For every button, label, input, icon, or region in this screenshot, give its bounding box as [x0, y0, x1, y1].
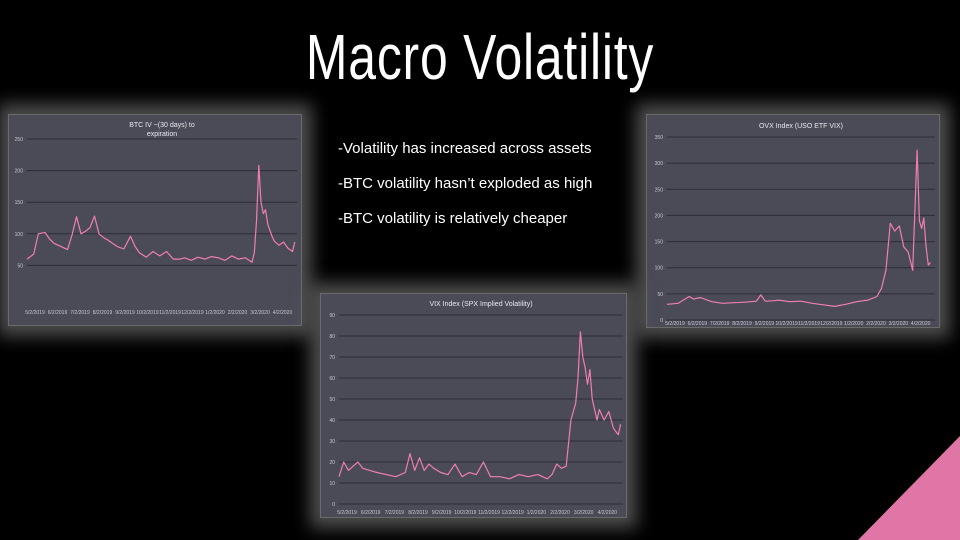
vix-index-chart-svg: VIX Index (SPX Implied Volatility) 0 10 20 3…: [329, 301, 623, 516]
series-line: [338, 331, 622, 480]
triangle-decoration-icon: [858, 436, 960, 540]
x-tick-label: 3/2/2020: [574, 510, 594, 516]
x-tick-label: 6/2/2019: [688, 321, 708, 327]
y-tick-label: 50: [17, 263, 23, 269]
x-tick-label: 1/2/2020: [844, 321, 864, 327]
vix-index-chart: VIX Index (SPX Implied Volatility) 0 10 20 3…: [320, 293, 627, 518]
x-tick-label: 6/2/2019: [48, 310, 68, 316]
x-tick-label: 7/2/2019: [385, 510, 405, 516]
y-tick-label: 100: [15, 232, 24, 238]
y-tick-label: 350: [655, 135, 664, 141]
chart-title: expiration: [147, 131, 177, 138]
x-tick-label: 2/2/2020: [866, 321, 886, 327]
x-tick-label: 12/2/2019: [820, 321, 842, 327]
x-tick-label: 12/2/2019: [181, 310, 203, 316]
chart-title: OVX Index (USO ETF VIX): [759, 123, 843, 130]
y-tick-label: 0: [332, 502, 335, 508]
y-tick-label: 150: [15, 200, 24, 206]
x-tick-label: 6/2/2019: [361, 510, 381, 516]
y-tick-label: 250: [655, 187, 664, 193]
x-tick-label: 2/2/2020: [550, 510, 570, 516]
x-tick-label: 10/2/2019: [136, 310, 158, 316]
x-tick-label: 8/2/2019: [408, 510, 428, 516]
x-tick-label: 10/2/2019: [776, 321, 798, 327]
x-tick-label: 11/2/2019: [159, 310, 181, 316]
x-tick-label: 3/2/2020: [889, 321, 909, 327]
y-tick-label: 300: [655, 161, 664, 167]
chart-title: BTC IV ~(30 days) to: [129, 122, 195, 129]
x-tick-label: 10/2/2019: [454, 510, 476, 516]
y-tick-label: 0: [660, 318, 663, 324]
y-tick-label: 90: [329, 313, 335, 319]
bullet-item: -Volatility has increased across assets: [338, 140, 592, 157]
y-tick-label: 20: [329, 460, 335, 466]
x-tick-label: 11/2/2019: [798, 321, 820, 327]
x-tick-label: 4/2/2020: [911, 321, 931, 327]
slide-title: Macro Volatility: [305, 21, 655, 93]
y-tick-label: 40: [329, 418, 335, 424]
y-tick-label: 80: [329, 334, 335, 340]
ovx-index-chart-svg: OVX Index (USO ETF VIX) 0 50 100 150 200 250 30…: [655, 123, 935, 327]
y-tick-label: 250: [15, 137, 24, 143]
bullet-item: -BTC volatility is relatively cheaper: [338, 210, 568, 227]
x-tick-label: 1/2/2020: [527, 510, 547, 516]
y-tick-label: 200: [655, 213, 664, 219]
x-tick-label: 1/2/2020: [205, 310, 225, 316]
y-tick-label: 10: [329, 481, 335, 487]
btc-iv-chart-svg: BTC IV ~(30 days) to expiration 50 100 150 20…: [15, 122, 297, 316]
ovx-index-chart: OVX Index (USO ETF VIX) 0 50 100 150 200 250 30…: [646, 114, 940, 328]
bullet-item: -BTC volatility hasn’t exploded as high: [338, 175, 593, 192]
x-tick-label: 5/2/2019: [665, 321, 685, 327]
y-tick-label: 70: [329, 355, 335, 361]
y-tick-label: 100: [655, 266, 664, 272]
x-tick-label: 11/2/2019: [478, 510, 500, 516]
y-tick-label: 50: [329, 397, 335, 403]
x-tick-label: 9/2/2019: [432, 510, 452, 516]
x-tick-label: 9/2/2019: [115, 310, 135, 316]
x-tick-label: 7/2/2019: [710, 321, 730, 327]
y-tick-label: 50: [657, 292, 663, 298]
series-line: [26, 164, 296, 263]
chart-title: VIX Index (SPX Implied Volatility): [429, 301, 532, 308]
x-tick-label: 4/2/2020: [598, 510, 618, 516]
y-tick-label: 30: [329, 439, 335, 445]
y-tick-label: 200: [15, 169, 24, 175]
x-tick-label: 12/2/2019: [502, 510, 524, 516]
x-tick-label: 5/2/2019: [337, 510, 357, 516]
x-tick-label: 5/2/2019: [25, 310, 45, 316]
btc-iv-chart: BTC IV ~(30 days) to expiration 50 100 150 20…: [8, 114, 302, 326]
x-tick-label: 7/2/2019: [70, 310, 90, 316]
x-tick-label: 8/2/2019: [732, 321, 752, 327]
x-tick-label: 4/2/2020: [273, 310, 293, 316]
x-tick-label: 9/2/2019: [755, 321, 775, 327]
y-tick-label: 150: [655, 240, 664, 246]
x-tick-label: 8/2/2019: [93, 310, 113, 316]
x-tick-label: 2/2/2020: [228, 310, 248, 316]
x-tick-label: 3/2/2020: [250, 310, 270, 316]
bullet-list: -Volatility has increased across assets …: [338, 140, 592, 245]
series-line: [666, 149, 931, 307]
y-tick-label: 60: [329, 376, 335, 382]
